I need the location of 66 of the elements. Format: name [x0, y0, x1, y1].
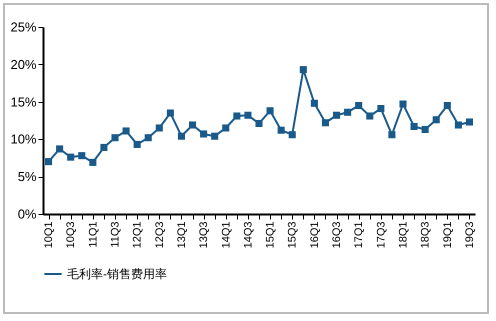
x-tick-label: 11Q1: [87, 222, 100, 248]
point: [333, 112, 340, 119]
point: [322, 119, 329, 126]
x-tick-label: 13Q1: [176, 222, 188, 248]
y-tick-label: 0%: [18, 206, 37, 222]
point: [67, 154, 74, 161]
x-tick-label: 16Q3: [331, 222, 344, 248]
point: [388, 131, 396, 138]
x-tick-label: 13Q3: [198, 222, 210, 248]
point: [444, 102, 451, 110]
point: [134, 140, 141, 148]
point: [122, 127, 130, 135]
point: [45, 158, 52, 166]
x-tick-label: 19Q1: [442, 222, 454, 248]
x-tick-label: 15Q3: [286, 222, 299, 248]
point: [156, 124, 163, 132]
point: [422, 126, 429, 134]
point: [100, 144, 108, 151]
point: [466, 118, 473, 126]
point: [189, 121, 196, 129]
point: [78, 152, 86, 160]
point: [244, 112, 252, 119]
point: [56, 145, 64, 152]
legend-label: 毛利率-销售费用率: [67, 267, 167, 281]
x-tick-label: 17Q1: [353, 222, 366, 248]
point: [344, 108, 352, 116]
point: [255, 120, 263, 128]
x-tick-label: 11Q3: [110, 222, 122, 248]
point: [200, 130, 208, 138]
x-tick-label: 19Q3: [464, 222, 476, 248]
x-tick-label: 17Q3: [375, 222, 388, 248]
x-tick-label: 12Q3: [154, 222, 166, 248]
x-tick-label: 10Q3: [65, 222, 78, 248]
point: [454, 121, 462, 129]
y-tick-label: 20%: [10, 56, 37, 72]
y-tick-label: 10%: [10, 132, 37, 147]
point: [111, 134, 119, 142]
x-tick-label: 12Q1: [132, 222, 144, 248]
x-tick-label: 18Q3: [420, 222, 432, 248]
point: [166, 109, 174, 117]
point: [222, 124, 230, 132]
point: [178, 132, 185, 140]
y-tick-label: 5%: [18, 169, 37, 184]
y-tick-label: 15%: [10, 94, 37, 110]
point: [266, 107, 274, 114]
x-tick-label: 15Q1: [264, 222, 277, 248]
x-tick-label: 14Q3: [242, 222, 254, 248]
x-tick-label: 18Q1: [398, 222, 410, 248]
x-tick-label: 16Q1: [308, 222, 321, 248]
point: [355, 102, 362, 110]
y-tick-label: 25%: [10, 20, 37, 34]
point: [278, 126, 285, 134]
point: [432, 116, 440, 124]
point: [211, 132, 218, 140]
point: [233, 112, 240, 120]
point: [410, 122, 418, 130]
point: [310, 100, 318, 107]
point: [399, 100, 407, 108]
point: [366, 112, 374, 120]
point: [300, 66, 307, 74]
point: [144, 134, 152, 142]
point: [377, 104, 384, 112]
point: [288, 131, 296, 138]
point: [89, 158, 96, 166]
x-tick-label: 10Q1: [43, 222, 56, 248]
x-tick-label: 14Q1: [220, 222, 232, 248]
